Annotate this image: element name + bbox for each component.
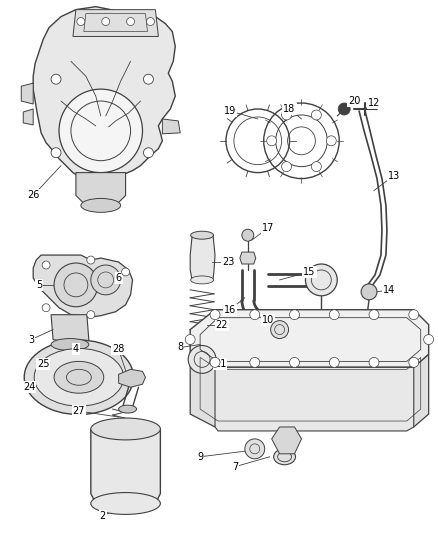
Circle shape [250,310,260,320]
Circle shape [42,261,50,269]
Text: 5: 5 [36,280,42,290]
Text: 18: 18 [283,104,296,114]
Text: 7: 7 [232,462,238,472]
Text: 25: 25 [37,359,49,369]
Text: 16: 16 [224,305,236,314]
Circle shape [329,310,339,320]
Text: 6: 6 [116,273,122,283]
Circle shape [282,110,292,120]
Circle shape [210,310,220,320]
Polygon shape [119,369,145,387]
Ellipse shape [24,340,134,415]
Ellipse shape [54,361,104,393]
Text: 15: 15 [303,267,316,277]
Polygon shape [91,429,160,504]
Ellipse shape [274,449,296,465]
Text: 22: 22 [216,320,228,329]
Polygon shape [21,83,33,104]
Circle shape [146,18,155,26]
Circle shape [369,310,379,320]
Polygon shape [162,119,180,134]
Circle shape [311,161,321,172]
Circle shape [185,335,195,344]
Text: 10: 10 [261,314,274,325]
Circle shape [369,358,379,367]
Circle shape [87,311,95,319]
Circle shape [144,148,153,158]
Circle shape [311,110,321,120]
Text: 13: 13 [388,171,400,181]
Ellipse shape [91,492,160,514]
Circle shape [77,18,85,26]
Text: 23: 23 [222,257,234,267]
Circle shape [42,304,50,312]
Circle shape [54,263,98,307]
Ellipse shape [191,276,214,284]
Circle shape [329,358,339,367]
Circle shape [305,264,337,296]
Text: 9: 9 [197,452,203,462]
Polygon shape [73,10,159,36]
Ellipse shape [119,405,137,413]
Circle shape [210,358,220,367]
Polygon shape [240,252,256,264]
Circle shape [338,103,350,115]
Polygon shape [215,367,414,431]
Ellipse shape [308,313,334,322]
Circle shape [91,265,120,295]
Circle shape [290,358,300,367]
Ellipse shape [34,349,124,406]
Text: 4: 4 [73,344,79,354]
Ellipse shape [191,231,214,239]
Text: 26: 26 [27,190,39,200]
Circle shape [188,345,216,373]
Circle shape [245,439,265,459]
Circle shape [87,256,95,264]
Circle shape [102,18,110,26]
Text: 28: 28 [113,344,125,354]
Text: 24: 24 [23,382,35,392]
Polygon shape [51,314,89,344]
Polygon shape [33,6,175,181]
Text: 3: 3 [28,335,34,344]
Text: 17: 17 [261,223,274,233]
Text: 19: 19 [224,106,236,116]
Circle shape [122,268,130,276]
Text: 21: 21 [214,359,226,369]
Polygon shape [33,255,133,318]
Polygon shape [190,235,215,280]
Circle shape [59,89,142,173]
Circle shape [127,18,134,26]
Circle shape [424,335,434,344]
Ellipse shape [81,198,120,212]
Circle shape [290,310,300,320]
Polygon shape [23,109,33,125]
Circle shape [51,148,61,158]
Polygon shape [272,427,301,454]
Text: 20: 20 [348,96,360,106]
Ellipse shape [91,418,160,440]
Text: 27: 27 [73,406,85,416]
Circle shape [409,358,419,367]
Circle shape [250,358,260,367]
Circle shape [326,136,336,146]
Polygon shape [76,173,126,205]
Circle shape [282,161,292,172]
Polygon shape [190,310,429,367]
Text: 14: 14 [383,285,395,295]
Circle shape [271,321,289,338]
Circle shape [242,229,254,241]
Text: 2: 2 [99,511,106,521]
Circle shape [361,284,377,300]
Circle shape [409,310,419,320]
Text: 12: 12 [368,98,380,108]
Circle shape [51,74,61,84]
Text: 8: 8 [177,343,184,352]
Circle shape [267,136,277,146]
Ellipse shape [51,338,89,351]
Polygon shape [190,354,429,427]
Circle shape [144,74,153,84]
